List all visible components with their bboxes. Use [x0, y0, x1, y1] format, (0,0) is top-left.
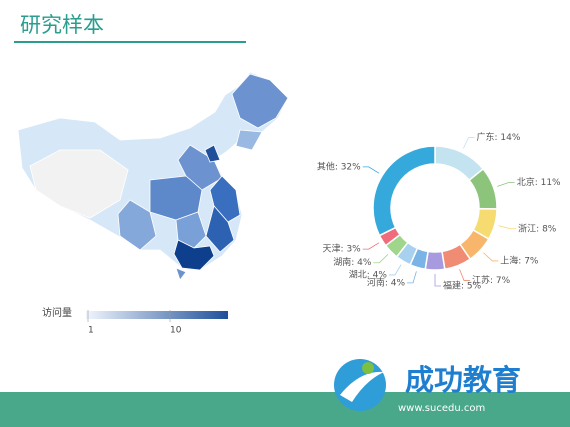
- data-label: 天津: 3%: [323, 244, 362, 255]
- leader-line: [459, 269, 470, 281]
- leader-line: [362, 166, 380, 174]
- legend-label: 访问量: [42, 306, 72, 319]
- data-label: 广东: 14%: [477, 131, 521, 143]
- leader-line: [498, 225, 517, 230]
- data-label: 河南: 4%: [367, 276, 406, 288]
- legend-tick-label: 10: [170, 326, 182, 336]
- data-label: 北京: 11%: [517, 176, 561, 188]
- data-label: 福建: 5%: [443, 280, 482, 292]
- donut-segment: [372, 145, 436, 237]
- url: www.sucedu.com: [398, 403, 485, 414]
- data-label: 江苏: 7%: [472, 274, 511, 286]
- china-map: [17, 71, 289, 281]
- logo: [334, 359, 386, 411]
- leader-line: [388, 264, 402, 276]
- brand: 成功教育: [405, 363, 521, 397]
- leader-line: [407, 271, 417, 284]
- data-label: 湖南: 4%: [333, 256, 372, 268]
- data-label: 上海: 7%: [500, 254, 539, 266]
- leader-line: [362, 242, 380, 250]
- footer-band: [0, 392, 570, 427]
- legend-gradient: [86, 311, 228, 319]
- leader-line: [463, 137, 475, 149]
- data-label: 湖北: 4%: [349, 269, 388, 280]
- data-label: 其他: 32%: [317, 160, 361, 172]
- title: 研究样本: [20, 13, 104, 37]
- leader-line: [434, 274, 441, 287]
- leader-line: [483, 252, 499, 262]
- map-legend: 访问量: [42, 306, 228, 319]
- leader-line: [497, 182, 515, 187]
- leader-line: [373, 254, 389, 264]
- legend-tick-label: 1: [88, 326, 94, 336]
- data-label: 浙江: 8%: [518, 222, 557, 234]
